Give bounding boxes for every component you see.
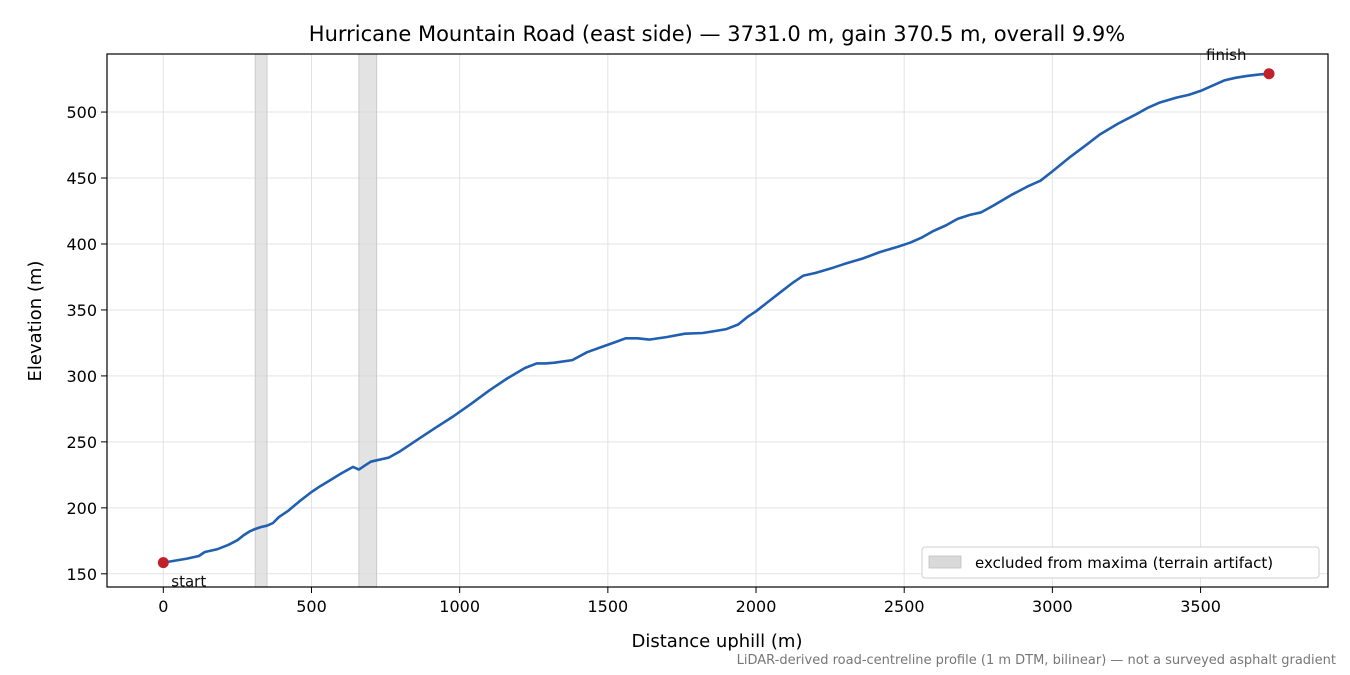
y-tick-label: 300	[66, 367, 97, 386]
y-tick-label: 500	[66, 103, 97, 122]
x-tick-label: 1500	[587, 597, 628, 616]
start-marker	[157, 557, 169, 569]
x-tick-label: 2000	[736, 597, 777, 616]
excluded-band	[358, 53, 378, 588]
x-tick-label: 1000	[439, 597, 480, 616]
x-tick-label: 500	[296, 597, 327, 616]
x-axis-ticks: 0 500 1000 1500 2000 2500 3000 3500	[158, 587, 1221, 616]
chart-caption: LiDAR-derived road-centreline profile (1…	[737, 653, 1336, 668]
elevation-profile-line	[163, 72, 1270, 564]
chart-title: Hurricane Mountain Road (east side) — 37…	[309, 22, 1125, 46]
finish-marker	[1263, 68, 1275, 80]
finish-annotation: finish	[1206, 46, 1246, 64]
x-axis-label: Distance uphill (m)	[632, 631, 803, 652]
x-tick-label: 0	[158, 597, 168, 616]
excluded-bands	[254, 53, 378, 588]
x-tick-label: 3000	[1032, 597, 1073, 616]
y-tick-label: 200	[66, 499, 97, 518]
excluded-band	[254, 53, 268, 588]
grid-lines	[107, 54, 1328, 587]
y-tick-label: 150	[66, 565, 97, 584]
x-tick-label: 2500	[884, 597, 925, 616]
y-tick-label: 350	[66, 301, 97, 320]
y-tick-label: 400	[66, 235, 97, 254]
start-annotation: start	[171, 573, 206, 591]
legend-swatch	[928, 555, 962, 569]
x-tick-label: 3500	[1180, 597, 1221, 616]
legend-box	[921, 546, 1320, 579]
y-tick-label: 450	[66, 169, 97, 188]
legend-label: excluded from maxima (terrain artifact)	[975, 554, 1273, 572]
y-axis-label: Elevation (m)	[25, 261, 46, 382]
legend: excluded from maxima (terrain artifact)	[921, 546, 1320, 579]
y-axis-ticks: 150 200 250 300 350 400 450 500	[66, 103, 107, 584]
plot-frame	[106, 53, 1329, 588]
y-tick-label: 250	[66, 433, 97, 452]
